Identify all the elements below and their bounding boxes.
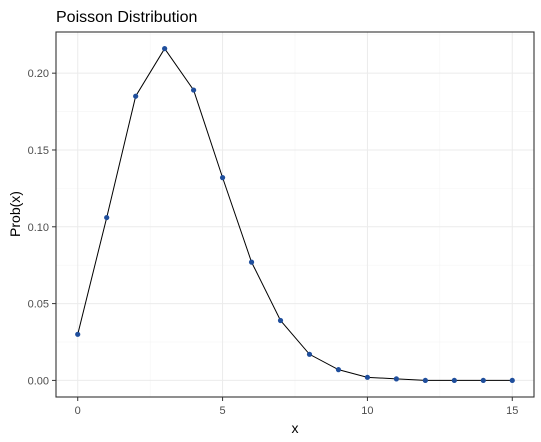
panel-border — [55, 31, 535, 398]
data-point — [364, 374, 371, 380]
x-tick-label: 10 — [361, 405, 373, 417]
data-point — [422, 377, 428, 384]
data-point — [509, 377, 515, 384]
data-point — [219, 175, 226, 181]
data-point — [451, 377, 457, 384]
y-tick-label: 0.10 — [28, 222, 49, 234]
x-tick-label: 15 — [506, 405, 518, 417]
series-line — [77, 47, 513, 381]
data-point — [335, 367, 342, 373]
data-point — [248, 259, 255, 265]
y-axis-title: Prob(x) — [7, 191, 23, 237]
y-tick-label: 0.15 — [28, 145, 49, 157]
axis-ticks: 0 5 10 15 0.00 0.05 0.10 0.15 0.20 — [28, 68, 519, 417]
chart-title: Poisson Distribution — [56, 9, 197, 26]
y-tick-label: 0.00 — [28, 375, 49, 387]
data-point — [306, 351, 313, 357]
y-tick-label: 0.20 — [28, 68, 49, 80]
data-point — [191, 87, 197, 93]
data-point — [393, 376, 399, 382]
data-point — [133, 93, 139, 99]
data-point — [480, 377, 486, 384]
y-tick-label: 0.05 — [28, 299, 49, 311]
data-point — [162, 45, 168, 52]
x-axis-title: x — [292, 420, 299, 436]
data-point — [104, 214, 110, 221]
x-tick-label: 5 — [220, 405, 226, 417]
x-tick-label: 0 — [75, 405, 81, 417]
grid — [56, 32, 534, 397]
data-point — [75, 331, 81, 337]
series-layer — [75, 45, 515, 384]
data-point — [277, 317, 284, 324]
